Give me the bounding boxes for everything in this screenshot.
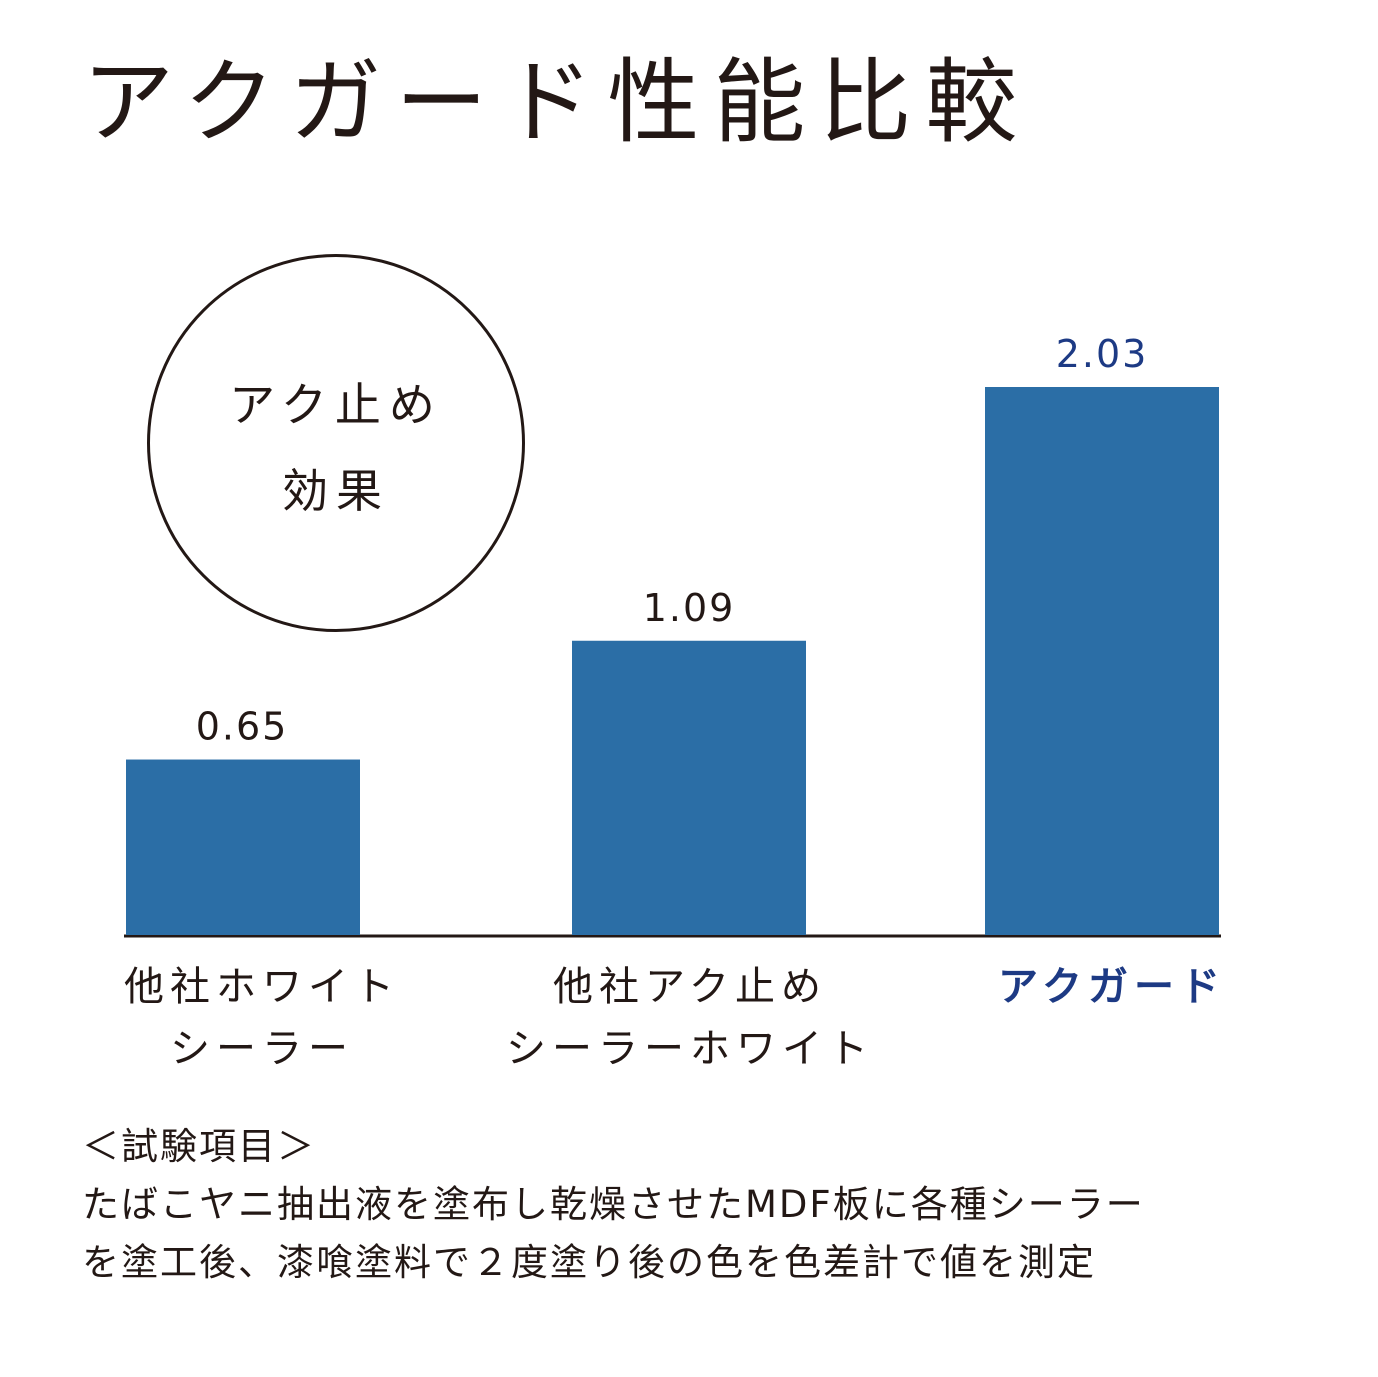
category-label-line: シーラーホワイト [506, 1026, 874, 1072]
category-label-other-stain-block-sealer: 他社アク止め シーラーホワイト [480, 956, 900, 1080]
data-label-0: 0.65 [196, 705, 289, 749]
badge-line-1: アク止め [229, 378, 443, 432]
badge-line-2: 効果 [282, 464, 390, 518]
category-label-line: アクガード [998, 964, 1226, 1010]
notes-line-2: を塗工後、漆喰塗料で２度塗り後の色を色差計で値を測定 [82, 1241, 1096, 1284]
effect-badge: アク止め 効果 [147, 254, 525, 632]
bar-2 [985, 387, 1219, 935]
category-label-line: 他社アク止め [553, 964, 827, 1010]
page-title: アクガード性能比較 [82, 49, 1032, 156]
bar-1 [572, 640, 806, 935]
bar-chart: 0.65 1.09 2.03 [124, 332, 1221, 938]
data-label-2: 2.03 [1056, 332, 1149, 376]
category-label-line: 他社ホワイト [124, 964, 400, 1010]
bar-0 [126, 759, 360, 935]
notes-line-1: たばこヤニ抽出液を塗布し乾燥させたMDF板に各種シーラー [82, 1183, 1145, 1226]
category-label-other-white-sealer: 他社ホワイト シーラー [52, 956, 472, 1080]
notes-heading: ＜試験項目＞ [82, 1125, 316, 1168]
category-label-line: シーラー [170, 1026, 354, 1072]
category-label-akuguard: アクガード [902, 956, 1322, 1018]
data-label-1: 1.09 [643, 586, 736, 630]
test-notes: ＜試験項目＞ たばこヤニ抽出液を塗布し乾燥させたMDF板に各種シーラー を塗工後… [82, 1118, 1145, 1292]
